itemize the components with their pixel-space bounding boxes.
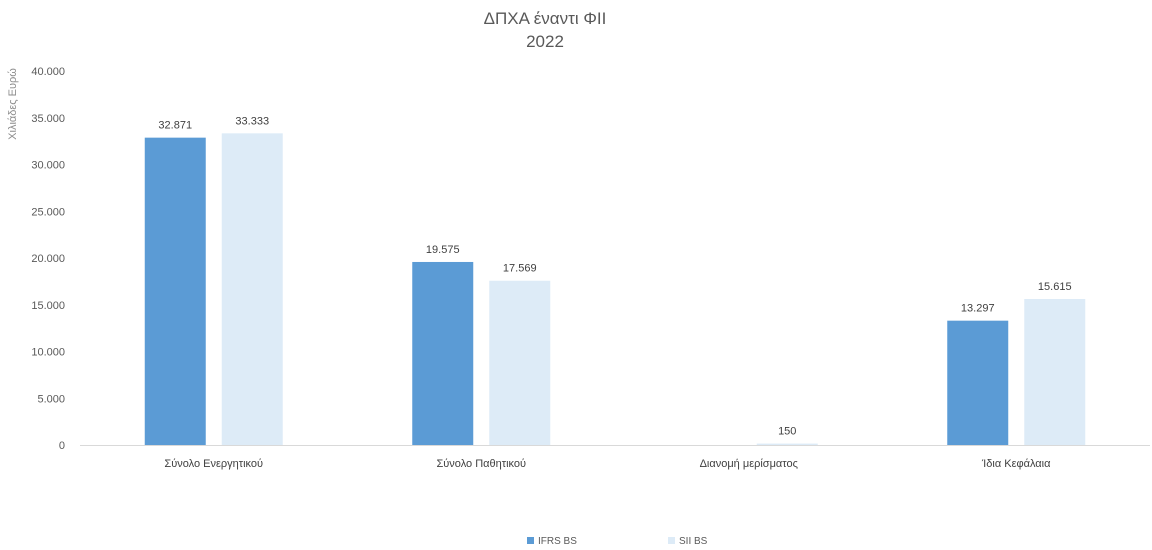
data-label: 19.575 — [426, 244, 460, 256]
bar — [144, 137, 206, 446]
category-label: Σύνολο Ενεργητικού — [164, 458, 263, 470]
bar — [412, 261, 474, 445]
data-label: 15.615 — [1038, 281, 1072, 293]
value-labels-group: 32.871 33.333 19.575 17.569 150 13.297 15.615 — [158, 115, 1071, 437]
data-label: 13.297 — [961, 303, 995, 315]
y-tick-label: 40.000 — [31, 66, 65, 78]
y-axis-ticks: 0 5.000 10.000 15.000 20.000 25.000 30.000 35.0… — [31, 66, 65, 452]
category-labels-group: Σύνολο Ενεργητικού Σύνολο Παθητικού Διανομ… — [164, 458, 1051, 470]
bar — [756, 443, 818, 445]
legend: IFRS BS SII BS — [527, 536, 708, 547]
y-tick-label: 15.000 — [31, 300, 65, 312]
legend-swatch — [668, 537, 675, 544]
data-label: 32.871 — [158, 120, 192, 132]
data-label: 150 — [778, 426, 796, 438]
y-tick-label: 0 — [59, 440, 65, 452]
y-tick-label: 25.000 — [31, 206, 65, 218]
bar — [489, 280, 551, 445]
legend-label: IFRS BS — [538, 536, 577, 547]
data-label: 33.333 — [235, 115, 269, 127]
category-label: Διανομή μερίσματος — [700, 458, 798, 470]
data-label: 17.569 — [503, 263, 537, 275]
bar — [947, 320, 1009, 445]
y-tick-label: 30.000 — [31, 160, 65, 172]
y-tick-label: 10.000 — [31, 347, 65, 359]
bar — [221, 133, 283, 445]
bars-group — [144, 133, 1086, 446]
y-axis-label: Χιλιάδες Ευρώ — [7, 68, 19, 140]
category-label: Σύνολο Παθητικού — [436, 458, 526, 470]
y-tick-label: 5.000 — [37, 393, 65, 405]
chart-subtitle: 2022 — [526, 32, 564, 51]
legend-swatch — [527, 537, 534, 544]
chart-title: ΔΠΧΑ έναντι ΦΙΙ — [484, 9, 607, 28]
y-tick-label: 20.000 — [31, 253, 65, 265]
bar — [1024, 298, 1086, 445]
category-label: Ίδια Κεφάλαια — [981, 458, 1051, 470]
y-tick-label: 35.000 — [31, 113, 65, 125]
legend-label: SII BS — [679, 536, 708, 547]
